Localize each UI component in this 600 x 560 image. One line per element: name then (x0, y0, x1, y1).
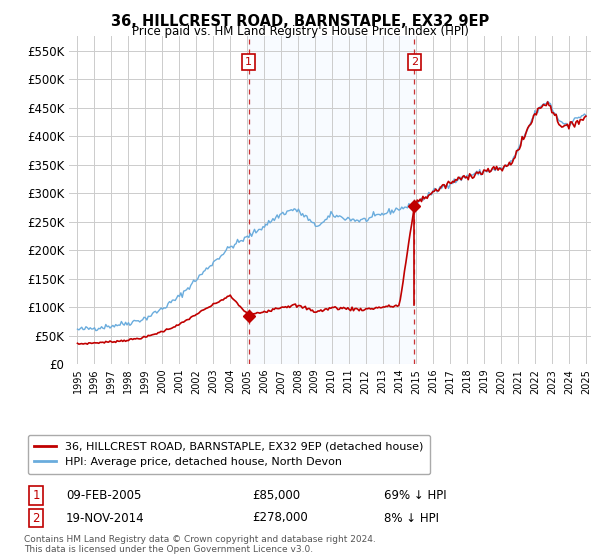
Text: £85,000: £85,000 (252, 489, 300, 502)
Text: 19-NOV-2014: 19-NOV-2014 (66, 511, 145, 525)
Text: 8% ↓ HPI: 8% ↓ HPI (384, 511, 439, 525)
Text: 2: 2 (411, 57, 418, 67)
Text: 1: 1 (32, 489, 40, 502)
Bar (248, 36, 415, 364)
Text: 69% ↓ HPI: 69% ↓ HPI (384, 489, 446, 502)
Text: 09-FEB-2005: 09-FEB-2005 (66, 489, 142, 502)
Text: 36, HILLCREST ROAD, BARNSTAPLE, EX32 9EP: 36, HILLCREST ROAD, BARNSTAPLE, EX32 9EP (111, 14, 489, 29)
Text: 1: 1 (245, 57, 252, 67)
Text: £278,000: £278,000 (252, 511, 308, 525)
Text: 2: 2 (32, 511, 40, 525)
Text: Contains HM Land Registry data © Crown copyright and database right 2024.
This d: Contains HM Land Registry data © Crown c… (24, 535, 376, 554)
Text: Price paid vs. HM Land Registry's House Price Index (HPI): Price paid vs. HM Land Registry's House … (131, 25, 469, 38)
Legend: 36, HILLCREST ROAD, BARNSTAPLE, EX32 9EP (detached house), HPI: Average price, d: 36, HILLCREST ROAD, BARNSTAPLE, EX32 9EP… (28, 435, 430, 474)
